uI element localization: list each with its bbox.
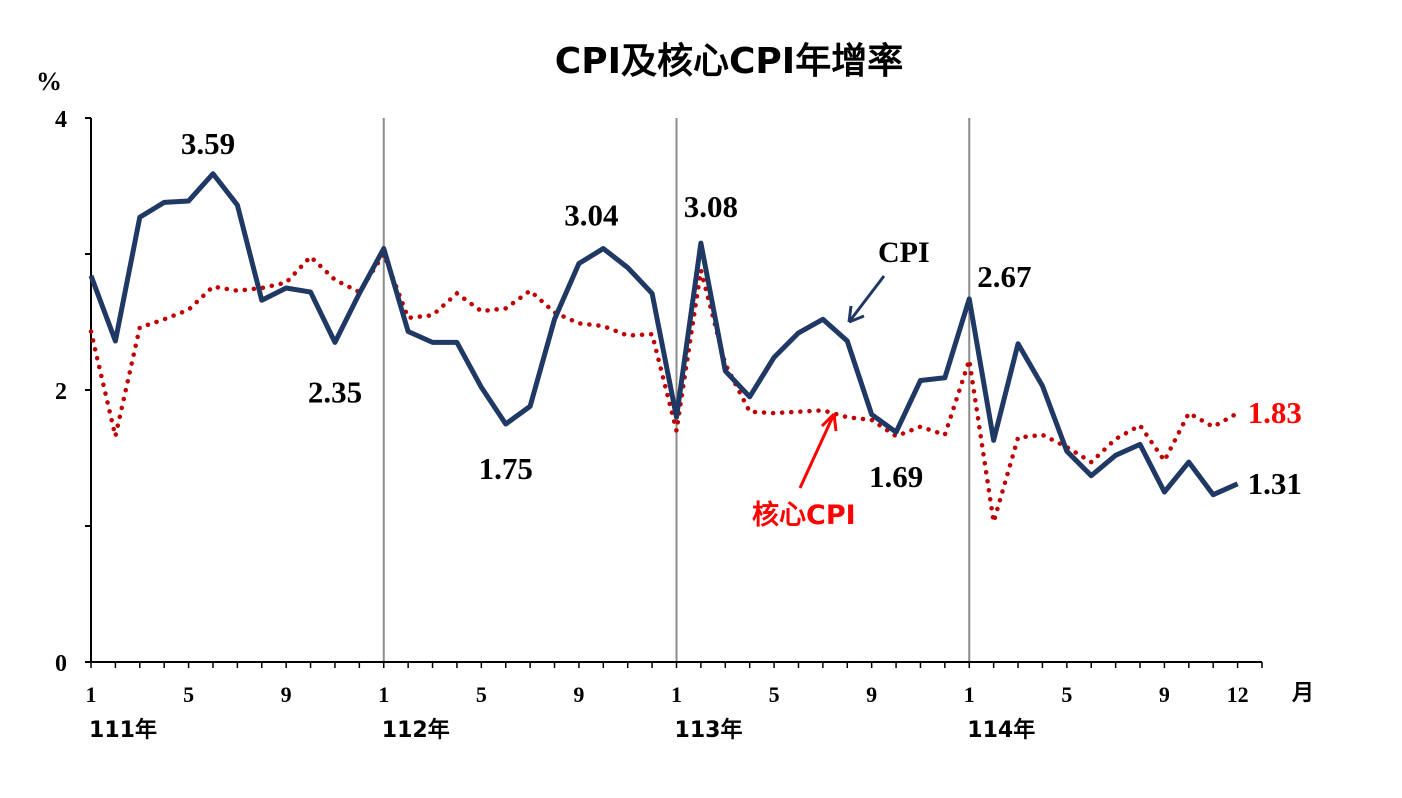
x-tick-label: 5 <box>476 682 487 707</box>
cpi-callout-label: CPI <box>878 236 930 269</box>
x-tick-label: 9 <box>573 682 584 707</box>
year-label: 111年 <box>89 717 157 743</box>
x-tick-label: 5 <box>183 682 194 707</box>
y-tick-label: 2 <box>55 379 67 405</box>
cpi-series-line <box>88 171 1239 498</box>
x-tick-label: 9 <box>281 682 292 707</box>
core-cpi-callout-arrowhead <box>820 412 838 432</box>
y-tick-label: 0 <box>55 651 67 677</box>
x-tick-label: 9 <box>1159 682 1170 707</box>
cpi-data-label: 2.35 <box>308 374 362 409</box>
x-axis-unit-label: 月 <box>1291 681 1314 706</box>
cpi-data-label: 3.59 <box>181 126 235 161</box>
cpi-data-label: 1.31 <box>1248 466 1302 501</box>
x-tick-label: 9 <box>866 682 877 707</box>
data-labels: 3.59 2.35 1.75 3.04 3.08 1.69 2.67 1.31 1.83 <box>181 126 1302 501</box>
cpi-data-label: 3.08 <box>684 189 738 224</box>
cpi-data-label: 2.67 <box>977 259 1031 294</box>
cpi-callout: CPI <box>847 236 930 324</box>
year-label: 113年 <box>675 717 743 743</box>
core-cpi-callout: 核心CPI <box>752 412 856 531</box>
core-cpi-callout-label: 核心CPI <box>752 499 856 531</box>
year-label: 114年 <box>967 717 1035 743</box>
chart-title: CPI及核心CPI年增率 <box>555 41 903 82</box>
core-cpi-series-line <box>88 249 1240 523</box>
x-tick-label: 1 <box>86 682 97 707</box>
cpi-data-label: 1.69 <box>869 459 923 494</box>
x-tick-label: 1 <box>671 682 682 707</box>
year-label: 112年 <box>382 717 450 743</box>
year-divider-lines <box>90 118 971 662</box>
tick-labels: 0 2 4 1 5 9 1 5 9 1 5 9 1 5 9 12 111年 112年 113年 114年 <box>55 107 1249 743</box>
x-tick-label: 1 <box>378 682 389 707</box>
x-tick-label: 12 <box>1227 682 1249 707</box>
y-tick-label: 4 <box>55 107 67 133</box>
core-cpi-callout-arrow <box>798 413 836 489</box>
series-lines <box>88 171 1240 523</box>
x-tick-label: 5 <box>1061 682 1072 707</box>
cpi-data-label: 1.75 <box>479 451 533 486</box>
cpi-data-label: 3.04 <box>564 198 618 233</box>
core-cpi-data-label: 1.83 <box>1248 395 1302 430</box>
x-tick-label: 1 <box>964 682 975 707</box>
y-axis-label: % <box>36 67 62 96</box>
x-tick-label: 5 <box>769 682 780 707</box>
cpi-callout-arrowhead <box>847 305 865 324</box>
cpi-callout-arrow <box>847 275 886 323</box>
axes <box>85 117 1263 668</box>
